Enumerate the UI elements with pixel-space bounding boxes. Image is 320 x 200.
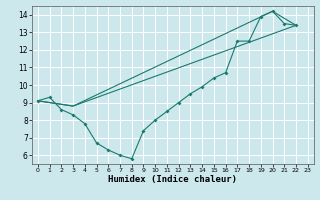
X-axis label: Humidex (Indice chaleur): Humidex (Indice chaleur) bbox=[108, 175, 237, 184]
